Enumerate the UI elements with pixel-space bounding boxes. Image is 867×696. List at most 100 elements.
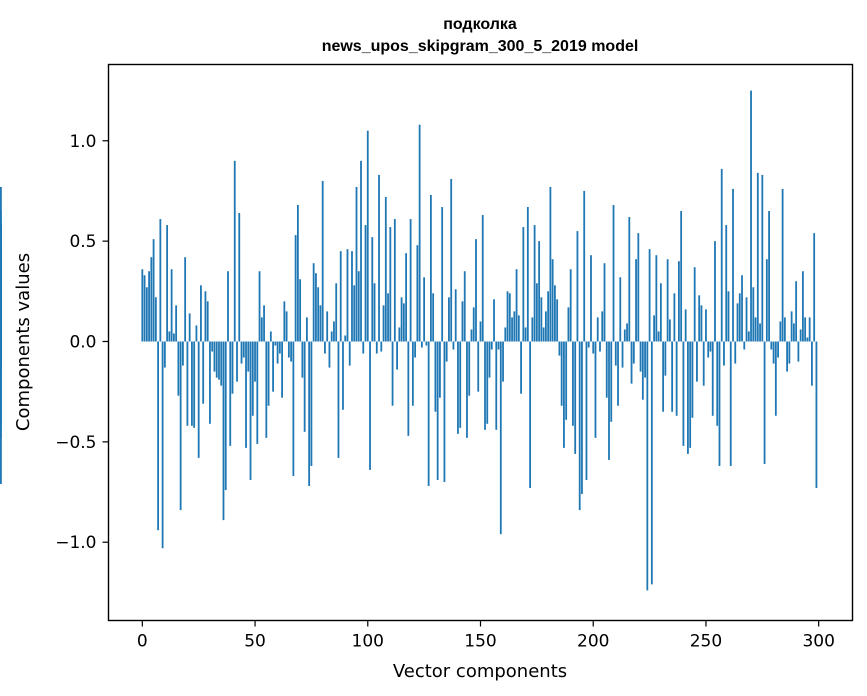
bar [529,341,531,489]
bar [283,301,286,342]
bar [551,259,554,342]
bar [747,331,750,342]
bar [554,285,556,342]
bar [308,341,311,487]
bar [770,341,773,350]
bar [360,160,362,342]
bar [430,194,432,342]
bar [193,341,196,428]
bar [560,341,563,406]
bar [362,341,365,354]
y-axis-ticks: −1.0 −0.5 0.0 0.5 1.0 [55,132,109,553]
bar [673,293,676,342]
bar [542,327,545,342]
bar [161,341,164,549]
bar [145,287,148,342]
bar [371,237,374,342]
bar [709,341,712,352]
bar [278,341,281,354]
bar [594,341,597,438]
bar [535,283,538,342]
bar [502,341,504,382]
bar [348,341,351,366]
bar [608,341,610,460]
bar [468,341,471,396]
bar [321,180,324,342]
bar [448,297,450,342]
bar [414,341,417,358]
bar [628,217,631,342]
bar [434,341,437,412]
bar [242,341,245,358]
bar [497,341,500,350]
bar [745,297,748,342]
bar [668,319,671,342]
bar [441,207,444,342]
bar [693,267,696,342]
bar [211,341,214,352]
bar [461,301,464,342]
bar [380,341,383,352]
bar [592,341,595,354]
bar [373,283,376,342]
bar [333,321,335,342]
bar [375,341,378,354]
bar [723,341,725,366]
bar [786,341,789,372]
bar [623,329,626,342]
bar [605,341,608,398]
bar [389,227,392,342]
bar [718,341,721,466]
bar [420,341,423,348]
bar [698,295,701,342]
bar [411,341,414,406]
bar [224,341,227,491]
bar [276,341,279,364]
bar [720,168,723,342]
bar [202,341,205,404]
bar [260,317,263,342]
bar [540,297,543,342]
bar [168,331,171,342]
bar [653,315,655,342]
bar [393,219,396,342]
bar [233,160,236,342]
y-tick-label: 0.0 [69,332,96,352]
bar [678,261,680,342]
bar [477,341,480,392]
bar [157,341,159,531]
bar [781,188,784,342]
bar [811,341,813,386]
bar [254,341,256,382]
bar [357,271,360,342]
bar [384,196,387,342]
bar [637,233,640,342]
bar [251,341,254,416]
bar [163,341,166,368]
y-tick-label: −0.5 [55,433,96,453]
bar [177,341,180,396]
bar [294,235,297,342]
bar [572,341,574,426]
x-tick-label: 150 [464,632,496,652]
bar [398,327,401,342]
bar [335,283,338,342]
bar [641,341,644,400]
bar [457,341,459,434]
bar [265,341,268,438]
bar [696,341,698,382]
bar [317,287,320,342]
bar [425,341,428,346]
bar [418,124,421,342]
bar [657,331,660,342]
bar [752,287,755,342]
bar [328,341,331,368]
bar [269,331,272,342]
bar [524,327,527,342]
bar [229,341,232,446]
bar [351,251,353,342]
bar [238,213,241,342]
bar [614,341,617,366]
bar [152,239,155,342]
bar [143,275,146,342]
